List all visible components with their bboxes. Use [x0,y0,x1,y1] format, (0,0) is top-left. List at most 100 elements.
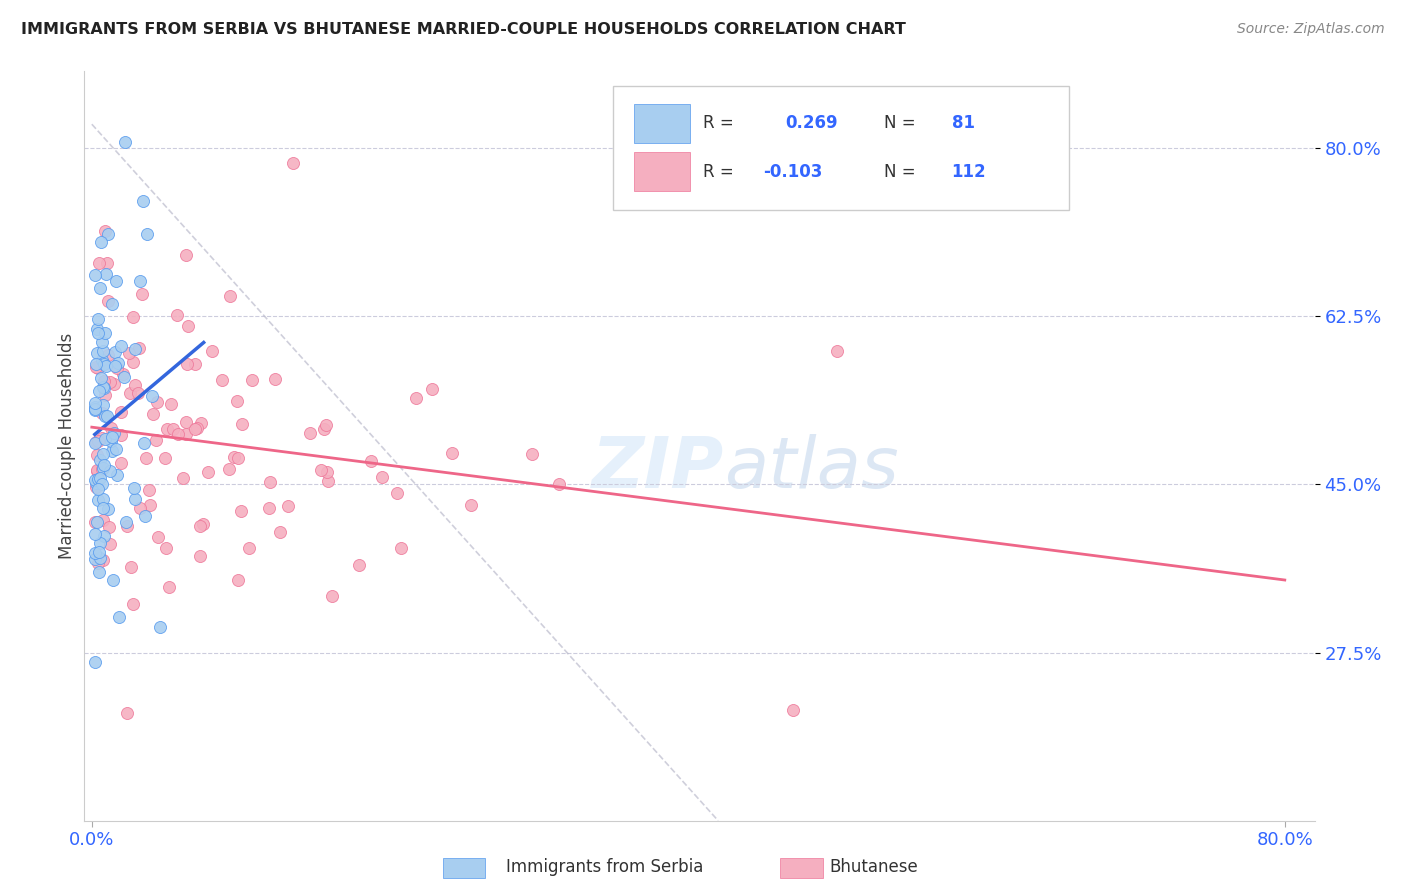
Point [91,553,114,567]
Point [94,388,117,402]
Point [96,255,118,269]
Text: ZIP: ZIP [592,434,724,503]
Point [231,503,253,517]
Point [110,405,132,419]
Point [174,426,197,441]
Point [281,155,304,169]
Point [197,465,219,479]
Point [108,609,131,624]
Point [193,516,215,531]
Point [145,394,167,409]
Point [371,470,394,484]
Point [134,508,156,523]
Point [89,550,111,565]
Point [201,344,224,359]
Point [122,310,145,325]
Point [83,551,105,566]
Point [420,382,443,396]
Point [86,463,108,477]
Point [105,442,128,456]
Point [87,556,110,570]
Point [105,360,128,375]
Point [159,397,181,411]
Point [87,326,110,340]
Point [226,451,249,466]
Text: R =: R = [703,114,744,132]
Point [218,289,240,303]
Point [120,560,142,574]
Point [87,482,110,496]
Text: Bhutanese: Bhutanese [830,858,918,876]
Point [91,344,114,359]
Point [91,406,114,420]
Point [93,375,115,389]
Point [112,368,135,382]
Point [98,537,121,551]
Point [86,346,108,360]
Point [83,435,105,450]
Point [226,573,249,587]
Point [83,400,105,414]
Point [91,352,114,367]
Point [385,486,408,500]
FancyBboxPatch shape [613,87,1069,210]
Point [131,194,153,208]
Point [825,343,848,358]
Point [177,319,200,334]
Point [105,467,128,482]
Point [86,449,108,463]
Point [264,372,287,386]
Point [87,312,110,326]
Point [104,345,127,359]
Point [103,426,125,441]
Point [83,515,105,529]
Point [782,703,804,717]
Point [190,416,212,430]
Point [186,421,208,435]
Point [90,371,112,385]
Text: 81: 81 [952,114,974,132]
Point [83,546,105,560]
Point [231,417,253,431]
Point [226,394,249,409]
Point [184,422,207,436]
Point [257,500,280,515]
Point [105,274,128,288]
Point [97,227,120,242]
Point [93,224,115,238]
Point [83,655,105,669]
Point [153,451,176,466]
Point [86,480,108,494]
Point [98,465,121,479]
Point [155,541,177,555]
Point [117,519,139,533]
Point [87,545,110,559]
Point [218,462,240,476]
Point [315,418,337,433]
Point [89,281,111,295]
Point [269,524,291,539]
Point [91,447,114,461]
Point [112,369,135,384]
Point [90,334,112,349]
Point [87,492,110,507]
Text: 0.269: 0.269 [786,114,838,132]
Point [86,322,108,336]
Point [142,407,165,421]
Point [128,341,150,355]
Point [89,453,111,467]
Point [314,422,336,436]
Point [176,357,198,371]
Point [89,536,111,550]
Point [83,474,105,488]
Point [238,541,260,555]
Point [101,430,124,444]
Point [124,343,146,357]
Point [83,401,105,416]
Point [132,436,155,450]
Point [211,373,233,387]
Point [162,422,184,436]
Point [83,268,105,282]
Point [91,500,114,515]
Point [100,434,122,449]
